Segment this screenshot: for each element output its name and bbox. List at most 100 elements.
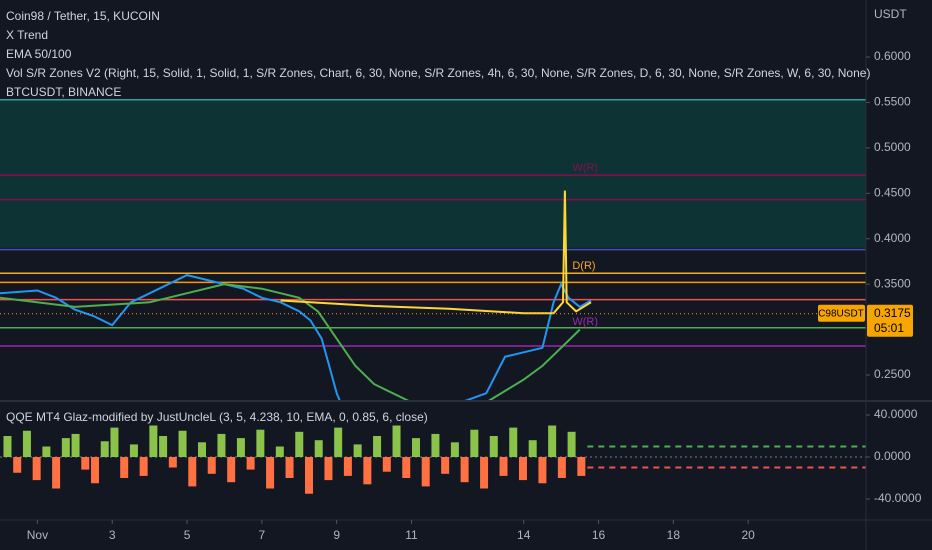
- y-tick-label: 0.2500: [874, 367, 911, 381]
- y-tick-label: -40.0000: [874, 491, 922, 505]
- price-line: [280, 190, 592, 315]
- qqe-bar: [577, 457, 586, 476]
- qqe-bar: [207, 457, 216, 474]
- qqe-bar: [295, 431, 304, 458]
- qqe-bar: [110, 427, 119, 458]
- annotation: W(R): [572, 316, 598, 328]
- qqe-bar: [509, 427, 518, 458]
- sr-zone: [0, 99, 866, 248]
- x-tick-label: 9: [333, 528, 340, 542]
- qqe-bar: [499, 457, 508, 476]
- y-tick-label: 0.0000: [874, 449, 911, 463]
- x-tick-label: 20: [741, 528, 755, 542]
- qqe-bar: [168, 457, 177, 468]
- annotation: W(R): [572, 162, 598, 174]
- price-tag: [867, 304, 913, 337]
- y-tick-label: 0.5500: [874, 95, 911, 109]
- x-tick-label: 5: [184, 528, 191, 542]
- y-tick-label: 0.4500: [874, 185, 911, 199]
- qqe-bar: [129, 444, 138, 458]
- qqe-bar: [266, 457, 275, 489]
- y-axis-label: USDT: [874, 7, 907, 21]
- legend-line: BTCUSDT, BINANCE: [6, 85, 121, 99]
- qqe-bar: [548, 425, 557, 458]
- y-tick-label: 40.0000: [874, 407, 918, 421]
- qqe-bar: [120, 457, 129, 479]
- y-tick-label: 0.5000: [874, 140, 911, 154]
- y-tick-label: 0.4000: [874, 231, 911, 245]
- qqe-bar: [402, 457, 411, 479]
- x-tick-label: 7: [259, 528, 266, 542]
- qqe-bar: [100, 441, 109, 458]
- qqe-bar: [61, 438, 70, 458]
- qqe-bar: [246, 457, 255, 470]
- qqe-bar: [52, 457, 61, 489]
- qqe-bar: [314, 440, 323, 458]
- x-tick-label: 3: [109, 528, 116, 542]
- qqe-bar: [81, 457, 90, 470]
- legend-line: EMA 50/100: [6, 47, 72, 61]
- qqe-bar: [421, 457, 430, 487]
- qqe-bar: [363, 457, 372, 485]
- qqe-bar: [334, 427, 343, 458]
- qqe-bar: [343, 457, 352, 476]
- qqe-bar: [567, 431, 576, 458]
- x-tick-label: 14: [517, 528, 531, 542]
- qqe-bar: [353, 444, 362, 458]
- legend-line: Coin98 / Tether, 15, KUCOIN: [6, 9, 160, 23]
- qqe-bar: [470, 429, 479, 458]
- qqe-bar: [71, 433, 80, 458]
- y-tick-label: 0.3500: [874, 276, 911, 290]
- legend-line: Vol S/R Zones V2 (Right, 15, Solid, 1, S…: [6, 66, 870, 80]
- price-line: [0, 283, 581, 400]
- qqe-bar: [538, 457, 547, 484]
- symbol-label: C98USDT: [818, 308, 864, 319]
- qqe-bar: [227, 457, 236, 483]
- qqe-bar: [236, 438, 245, 458]
- y-tick-label: 0.6000: [874, 49, 911, 63]
- indicator-title: QQE MT4 Glaz-modified by JustUncleL (3, …: [6, 410, 428, 424]
- qqe-bar: [382, 457, 391, 472]
- qqe-bar: [217, 433, 226, 458]
- x-tick-label: 16: [592, 528, 606, 542]
- qqe-bar: [149, 425, 158, 458]
- x-tick-label: 18: [667, 528, 681, 542]
- qqe-bar: [392, 425, 401, 458]
- qqe-bar: [32, 457, 41, 481]
- qqe-bar: [188, 457, 197, 487]
- qqe-bar: [373, 436, 382, 458]
- qqe-bar: [441, 457, 450, 474]
- legend-line: X Trend: [6, 28, 48, 42]
- qqe-bar: [42, 446, 51, 458]
- qqe-bar: [3, 436, 12, 458]
- qqe-bar: [159, 436, 168, 458]
- qqe-bar: [22, 430, 31, 458]
- qqe-bar: [528, 440, 537, 458]
- qqe-bar: [518, 457, 527, 481]
- price-line: [0, 274, 592, 400]
- price-label: 0.3175: [874, 306, 911, 320]
- qqe-bar: [139, 457, 148, 476]
- qqe-bar: [324, 457, 333, 481]
- x-tick-label: Nov: [27, 528, 48, 542]
- qqe-bar: [431, 433, 440, 458]
- x-tick-label: 11: [405, 528, 418, 542]
- qqe-bar: [557, 457, 566, 479]
- qqe-bar: [304, 457, 313, 494]
- countdown-label: 05:01: [874, 321, 904, 335]
- annotation: D(R): [572, 260, 595, 272]
- qqe-bar: [256, 429, 265, 458]
- qqe-bar: [480, 457, 489, 489]
- qqe-bar: [275, 446, 284, 458]
- qqe-bar: [489, 436, 498, 458]
- qqe-bar: [198, 442, 207, 458]
- symbol-tag: [818, 304, 865, 322]
- qqe-bar: [460, 457, 469, 483]
- qqe-bar: [13, 457, 22, 473]
- qqe-bar: [450, 442, 459, 458]
- qqe-bar: [411, 438, 420, 458]
- qqe-bar: [91, 457, 100, 484]
- qqe-bar: [178, 430, 187, 458]
- qqe-bar: [285, 457, 294, 479]
